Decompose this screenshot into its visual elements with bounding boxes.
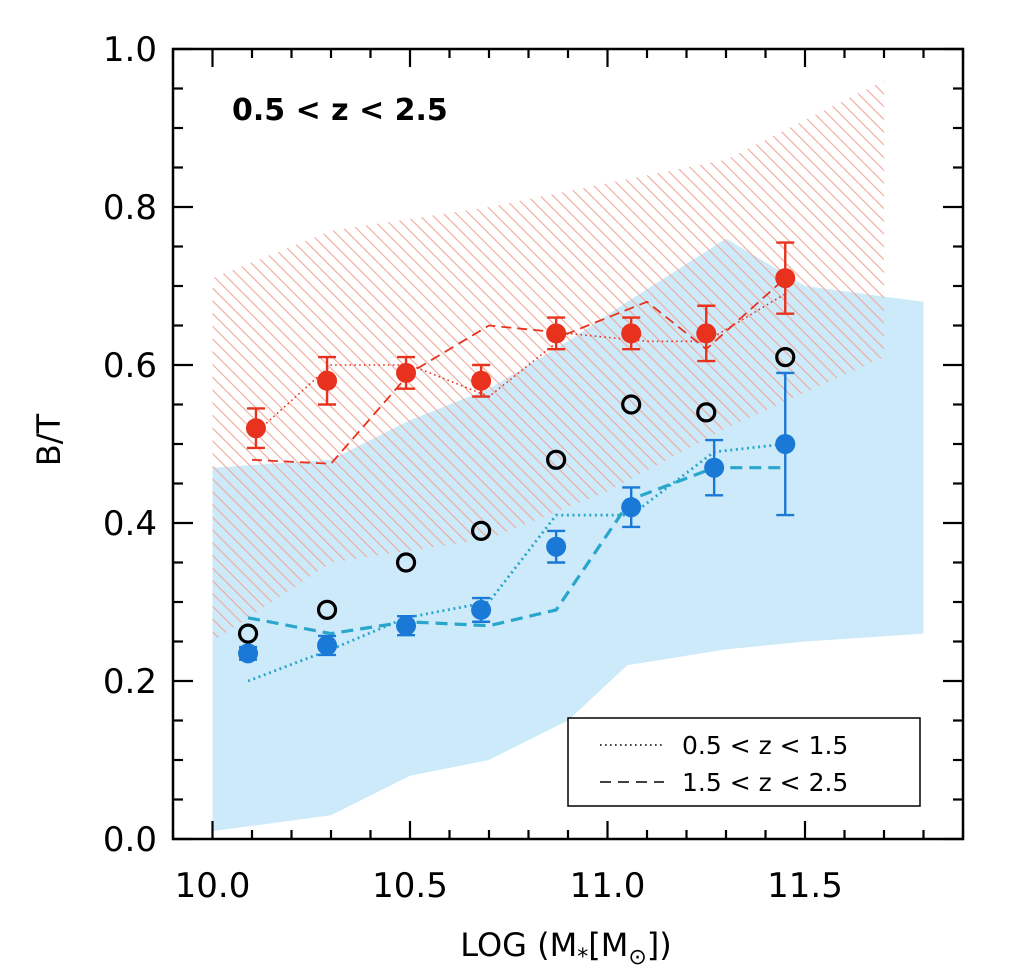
x-label-sub: * <box>577 945 588 970</box>
y-tick-label: 0.2 <box>103 662 157 702</box>
x-label-prefix: LOG (M <box>460 926 577 964</box>
open-point <box>471 520 492 542</box>
x-tick-label: 11.5 <box>767 866 843 906</box>
open-point <box>621 394 642 415</box>
red-point <box>317 370 338 391</box>
x-tick-label: 11.0 <box>570 866 646 906</box>
x-axis-label: LOG (M*[M⊙]) <box>460 926 671 970</box>
axis-ticks <box>171 47 965 841</box>
x-tick-label: 10.5 <box>372 866 448 906</box>
x-tick-label: 10.0 <box>175 866 251 906</box>
open-point <box>395 552 417 573</box>
red-point <box>621 323 642 344</box>
open-point <box>696 402 717 423</box>
y-tick-label: 1.0 <box>103 30 157 70</box>
open-point <box>237 623 259 644</box>
legend-label-dotted: 0.5 < z < 1.5 <box>682 731 848 760</box>
x-label-mid: [M <box>588 926 628 964</box>
y-tick-label: 0.6 <box>103 346 157 386</box>
y-tick-label: 0.8 <box>103 188 157 228</box>
open-point <box>775 347 796 368</box>
legend-label-dashed: 1.5 < z < 2.5 <box>682 768 848 797</box>
red-point <box>245 418 266 439</box>
blue-point <box>775 434 796 454</box>
red-dashed-line <box>251 277 786 465</box>
legend: 0.5 < z < 1.5 1.5 < z < 2.5 <box>567 717 921 807</box>
blue-point <box>621 497 642 518</box>
open-point <box>546 449 567 470</box>
x-tick-labels: 10.0 10.5 11.0 11.5 <box>175 866 843 906</box>
blue-point <box>317 635 338 656</box>
red-point <box>471 370 492 391</box>
x-label-suffix: ]) <box>647 926 672 964</box>
x-label-sun: ⊙ <box>628 945 646 970</box>
y-tick-labels: 0.0 0.2 0.4 0.6 0.8 1.0 <box>103 30 157 860</box>
y-tick-label: 0.0 <box>103 820 157 860</box>
blue-point <box>546 536 567 557</box>
blue-dashed-line <box>247 466 786 636</box>
red-point <box>696 323 717 344</box>
red-point <box>546 323 567 344</box>
blue-point <box>471 599 492 620</box>
blue-dotted-line <box>247 442 786 683</box>
plot-area <box>212 80 924 832</box>
legend-box <box>567 717 921 807</box>
red-uncertainty-band <box>212 80 884 642</box>
open-point <box>316 599 338 621</box>
y-tick-label: 0.4 <box>103 504 157 544</box>
y-axis-label: B/T <box>30 413 68 466</box>
blue-point <box>396 615 417 636</box>
blue-point <box>704 457 725 478</box>
red-point <box>775 268 796 289</box>
model-lines <box>247 277 786 683</box>
blue-point <box>238 643 259 664</box>
redshift-annotation: 0.5 < z < 2.5 <box>232 93 448 128</box>
data-points <box>237 268 796 664</box>
red-point <box>396 362 417 383</box>
